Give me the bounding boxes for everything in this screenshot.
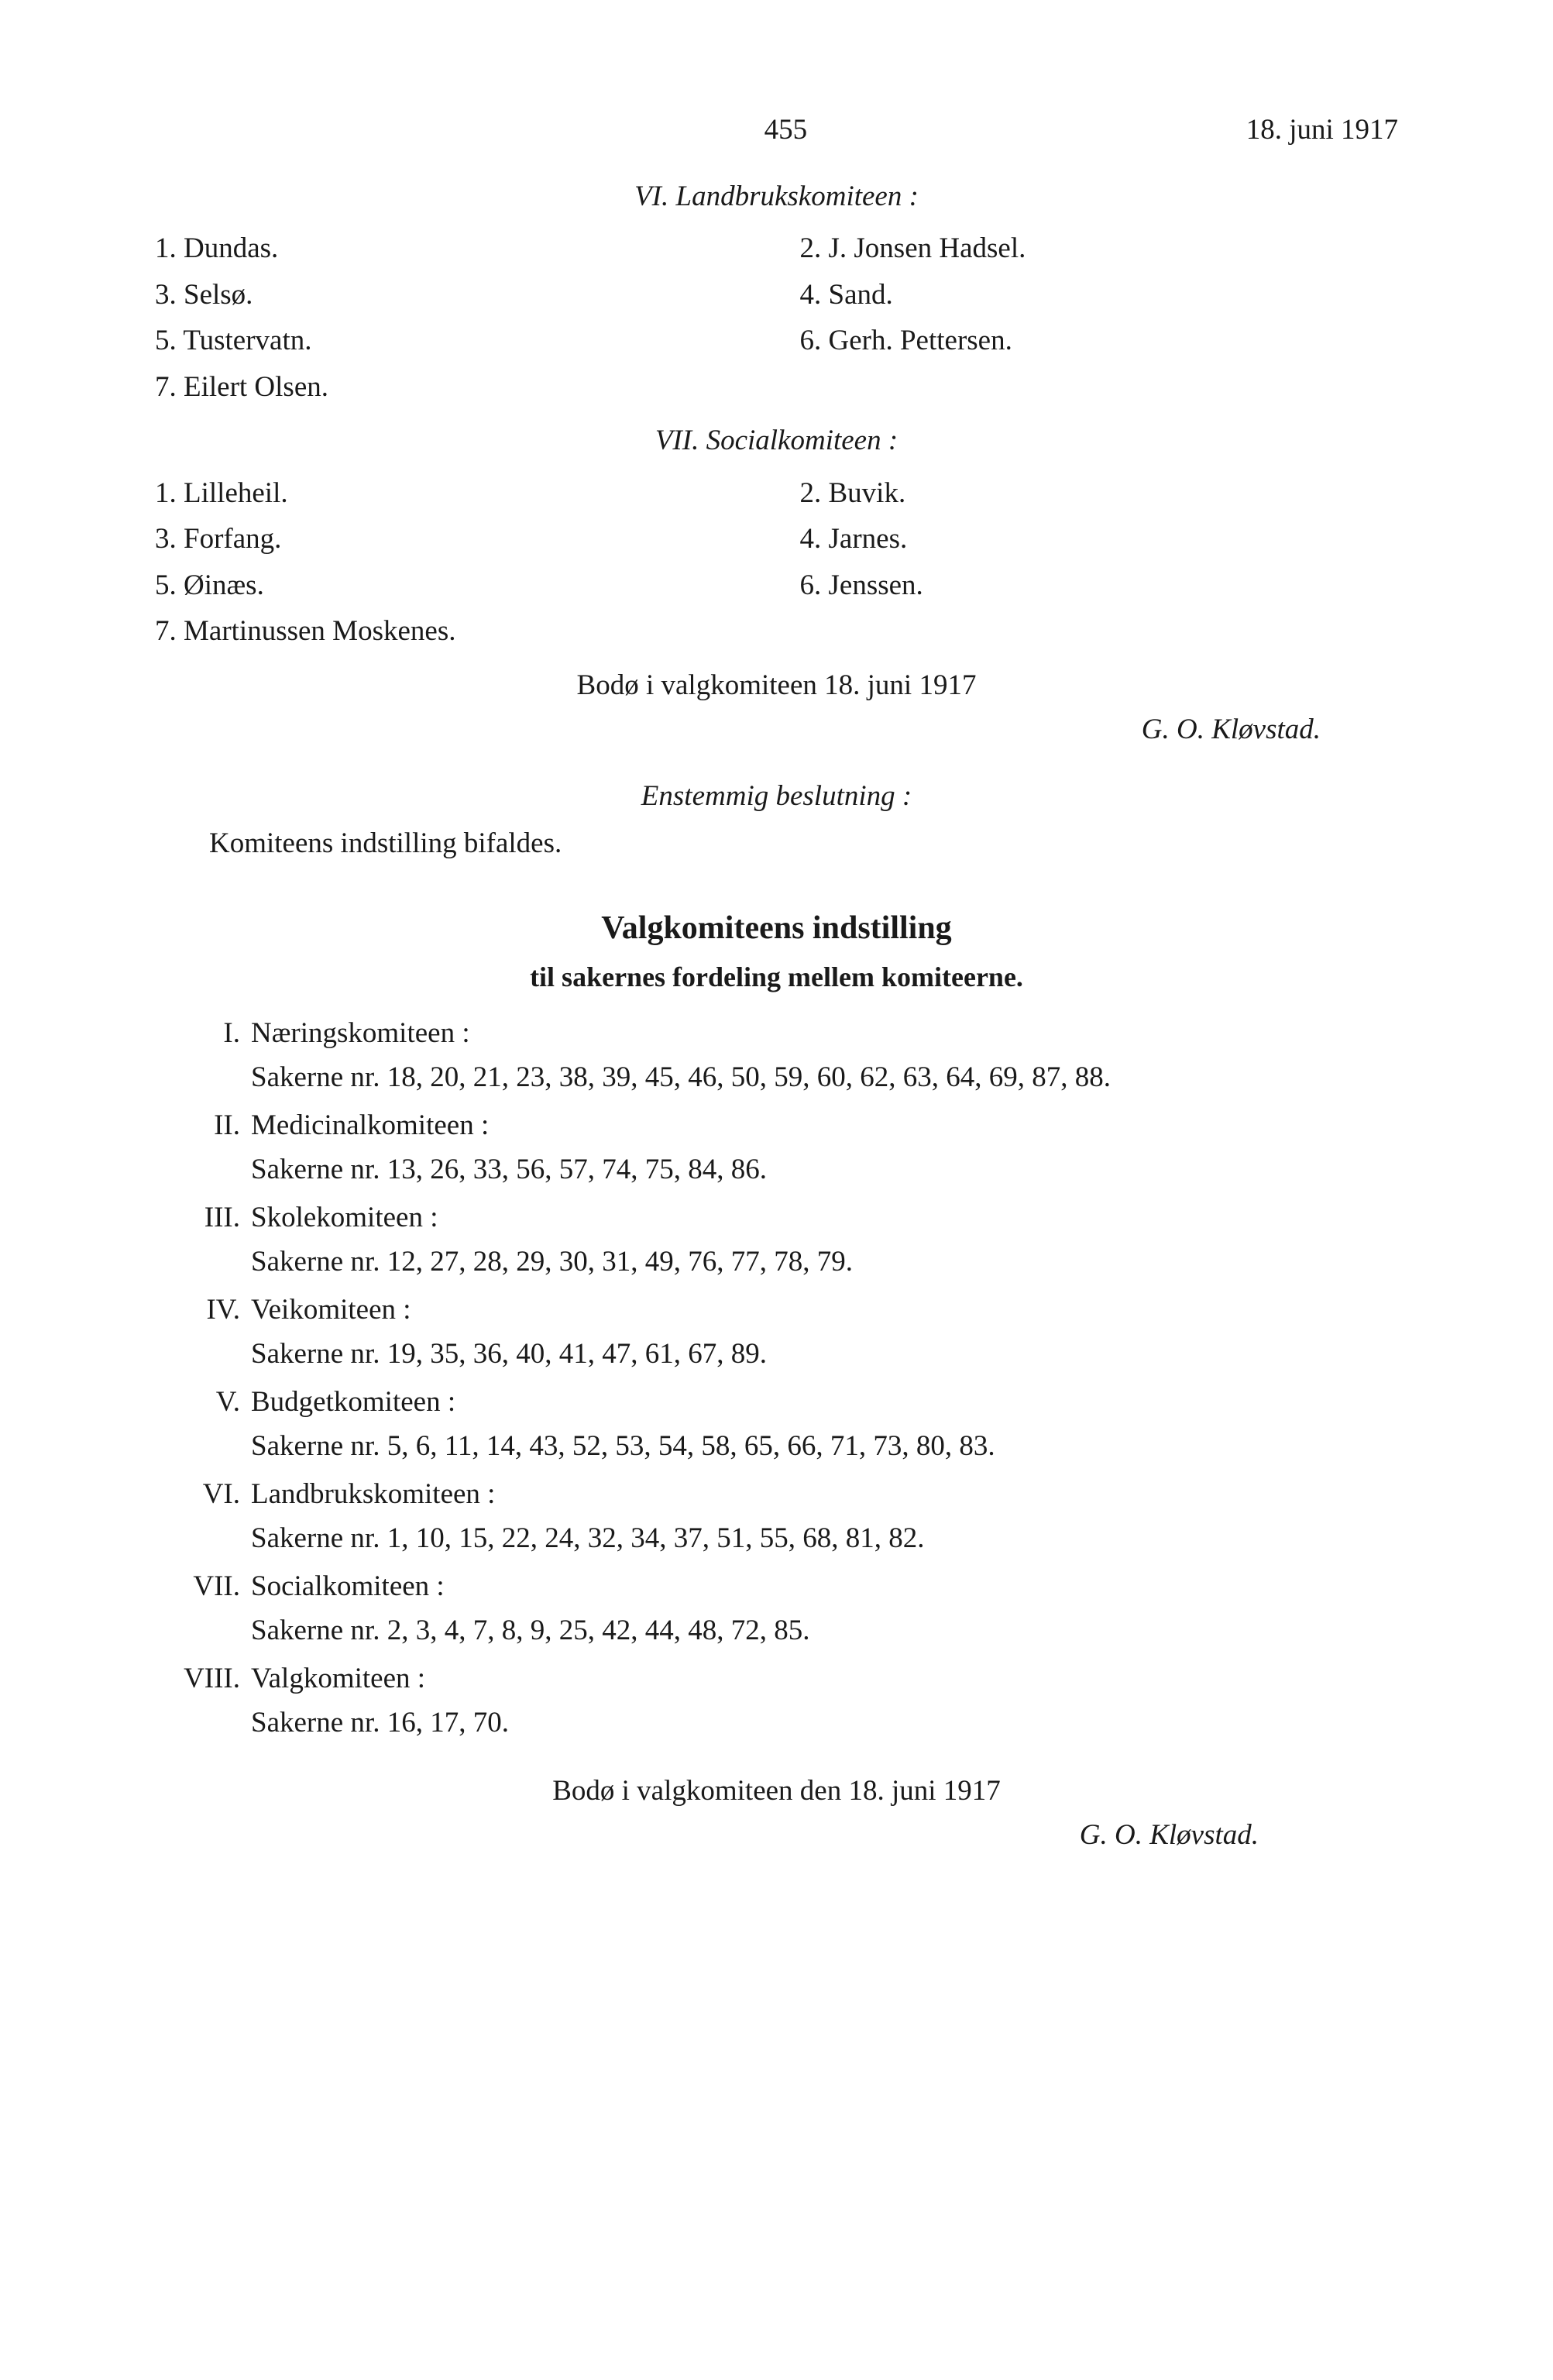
page-header: 455 18. juni 1917 — [155, 108, 1398, 152]
committee-sak: Sakerne nr. 16, 17, 70. — [251, 1701, 1398, 1745]
bottom-signature: G. O. Kløvstad. — [155, 1814, 1398, 1857]
committee-header: VIII.Valgkomiteen : — [155, 1657, 1398, 1701]
list-item: 6. Jenssen. — [800, 564, 1399, 607]
committee-header: I.Næringskomiteen : — [155, 1012, 1398, 1055]
section-vii-title: VII. Socialkomiteen : — [155, 419, 1398, 463]
committee-header: IV.Veikomiteen : — [155, 1288, 1398, 1332]
section-vii-right: 2. Buvik. 4. Jarnes. 6. Jenssen. — [800, 469, 1399, 656]
section-vi-title: VI. Landbrukskomiteen : — [155, 175, 1398, 218]
committee-name: Veikomiteen : — [251, 1288, 1398, 1332]
section-vi-left: 1. Dundas. 3. Selsø. 5. Tustervatn. 7. E… — [155, 224, 754, 411]
section-vi-list: 1. Dundas. 3. Selsø. 5. Tustervatn. 7. E… — [155, 224, 1398, 411]
enstemmig-title: Enstemmig beslutning : — [155, 775, 1398, 818]
list-item: 1. Lilleheil. — [155, 472, 754, 515]
list-item: 6. Gerh. Pettersen. — [800, 319, 1399, 363]
committee-header: V.Budgetkomiteen : — [155, 1381, 1398, 1424]
committees-list: I.Næringskomiteen :Sakerne nr. 18, 20, 2… — [155, 1012, 1398, 1745]
committee-name: Næringskomiteen : — [251, 1012, 1398, 1055]
committee-sak: Sakerne nr. 1, 10, 15, 22, 24, 32, 34, 3… — [251, 1517, 1398, 1560]
committee-header: VII.Socialkomiteen : — [155, 1565, 1398, 1608]
committee-roman: III. — [155, 1196, 251, 1240]
header-date: 18. juni 1917 — [1246, 108, 1398, 152]
bottom-meeting-line: Bodø i valgkomiteen den 18. juni 1917 — [155, 1770, 1398, 1813]
committee-header: III.Skolekomiteen : — [155, 1196, 1398, 1240]
committee-name: Valgkomiteen : — [251, 1657, 1398, 1701]
committee-roman: IV. — [155, 1288, 251, 1332]
signature: G. O. Kløvstad. — [155, 708, 1398, 751]
committee-sak: Sakerne nr. 18, 20, 21, 23, 38, 39, 45, … — [251, 1056, 1398, 1099]
section-vii-list: 1. Lilleheil. 3. Forfang. 5. Øinæs. 7. M… — [155, 469, 1398, 656]
list-item: 1. Dundas. — [155, 227, 754, 270]
committee-header: II.Medicinalkomiteen : — [155, 1104, 1398, 1147]
committee-sak: Sakerne nr. 2, 3, 4, 7, 8, 9, 25, 42, 44… — [251, 1609, 1398, 1653]
committee-roman: V. — [155, 1381, 251, 1424]
meeting-line: Bodø i valgkomiteen 18. juni 1917 — [155, 664, 1398, 707]
list-item: 2. J. Jonsen Hadsel. — [800, 227, 1399, 270]
section-vii-left: 1. Lilleheil. 3. Forfang. 5. Øinæs. 7. M… — [155, 469, 754, 656]
list-item: 7. Martinussen Moskenes. — [155, 610, 754, 653]
committee-roman: VI. — [155, 1473, 251, 1516]
committee-name: Budgetkomiteen : — [251, 1381, 1398, 1424]
committee-name: Skolekomiteen : — [251, 1196, 1398, 1240]
committee-roman: VIII. — [155, 1657, 251, 1701]
list-item: 5. Øinæs. — [155, 564, 754, 607]
committee-sak: Sakerne nr. 13, 26, 33, 56, 57, 74, 75, … — [251, 1148, 1398, 1192]
committee-roman: II. — [155, 1104, 251, 1147]
committee-roman: VII. — [155, 1565, 251, 1608]
list-item: 4. Sand. — [800, 273, 1399, 317]
committee-sak: Sakerne nr. 19, 35, 36, 40, 41, 47, 61, … — [251, 1333, 1398, 1376]
list-item: 7. Eilert Olsen. — [155, 366, 754, 409]
list-item: 4. Jarnes. — [800, 518, 1399, 561]
list-item: 3. Selsø. — [155, 273, 754, 317]
committee-name: Landbrukskomiteen : — [251, 1473, 1398, 1516]
komiteens-line: Komiteens indstilling bifaldes. — [209, 822, 1398, 865]
committee-name: Medicinalkomiteen : — [251, 1104, 1398, 1147]
committee-header: VI.Landbrukskomiteen : — [155, 1473, 1398, 1516]
committee-sak: Sakerne nr. 5, 6, 11, 14, 43, 52, 53, 54… — [251, 1425, 1398, 1468]
committee-name: Socialkomiteen : — [251, 1565, 1398, 1608]
section-vi-right: 2. J. Jonsen Hadsel. 4. Sand. 6. Gerh. P… — [800, 224, 1399, 411]
page-number: 455 — [325, 108, 1246, 152]
list-item: 5. Tustervatn. — [155, 319, 754, 363]
committee-sak: Sakerne nr. 12, 27, 28, 29, 30, 31, 49, … — [251, 1240, 1398, 1284]
committee-roman: I. — [155, 1012, 251, 1055]
list-item: 3. Forfang. — [155, 518, 754, 561]
sub-title: til sakernes fordeling mellem komiteerne… — [155, 956, 1398, 998]
list-item: 2. Buvik. — [800, 472, 1399, 515]
main-title: Valgkomiteens indstilling — [155, 904, 1398, 953]
